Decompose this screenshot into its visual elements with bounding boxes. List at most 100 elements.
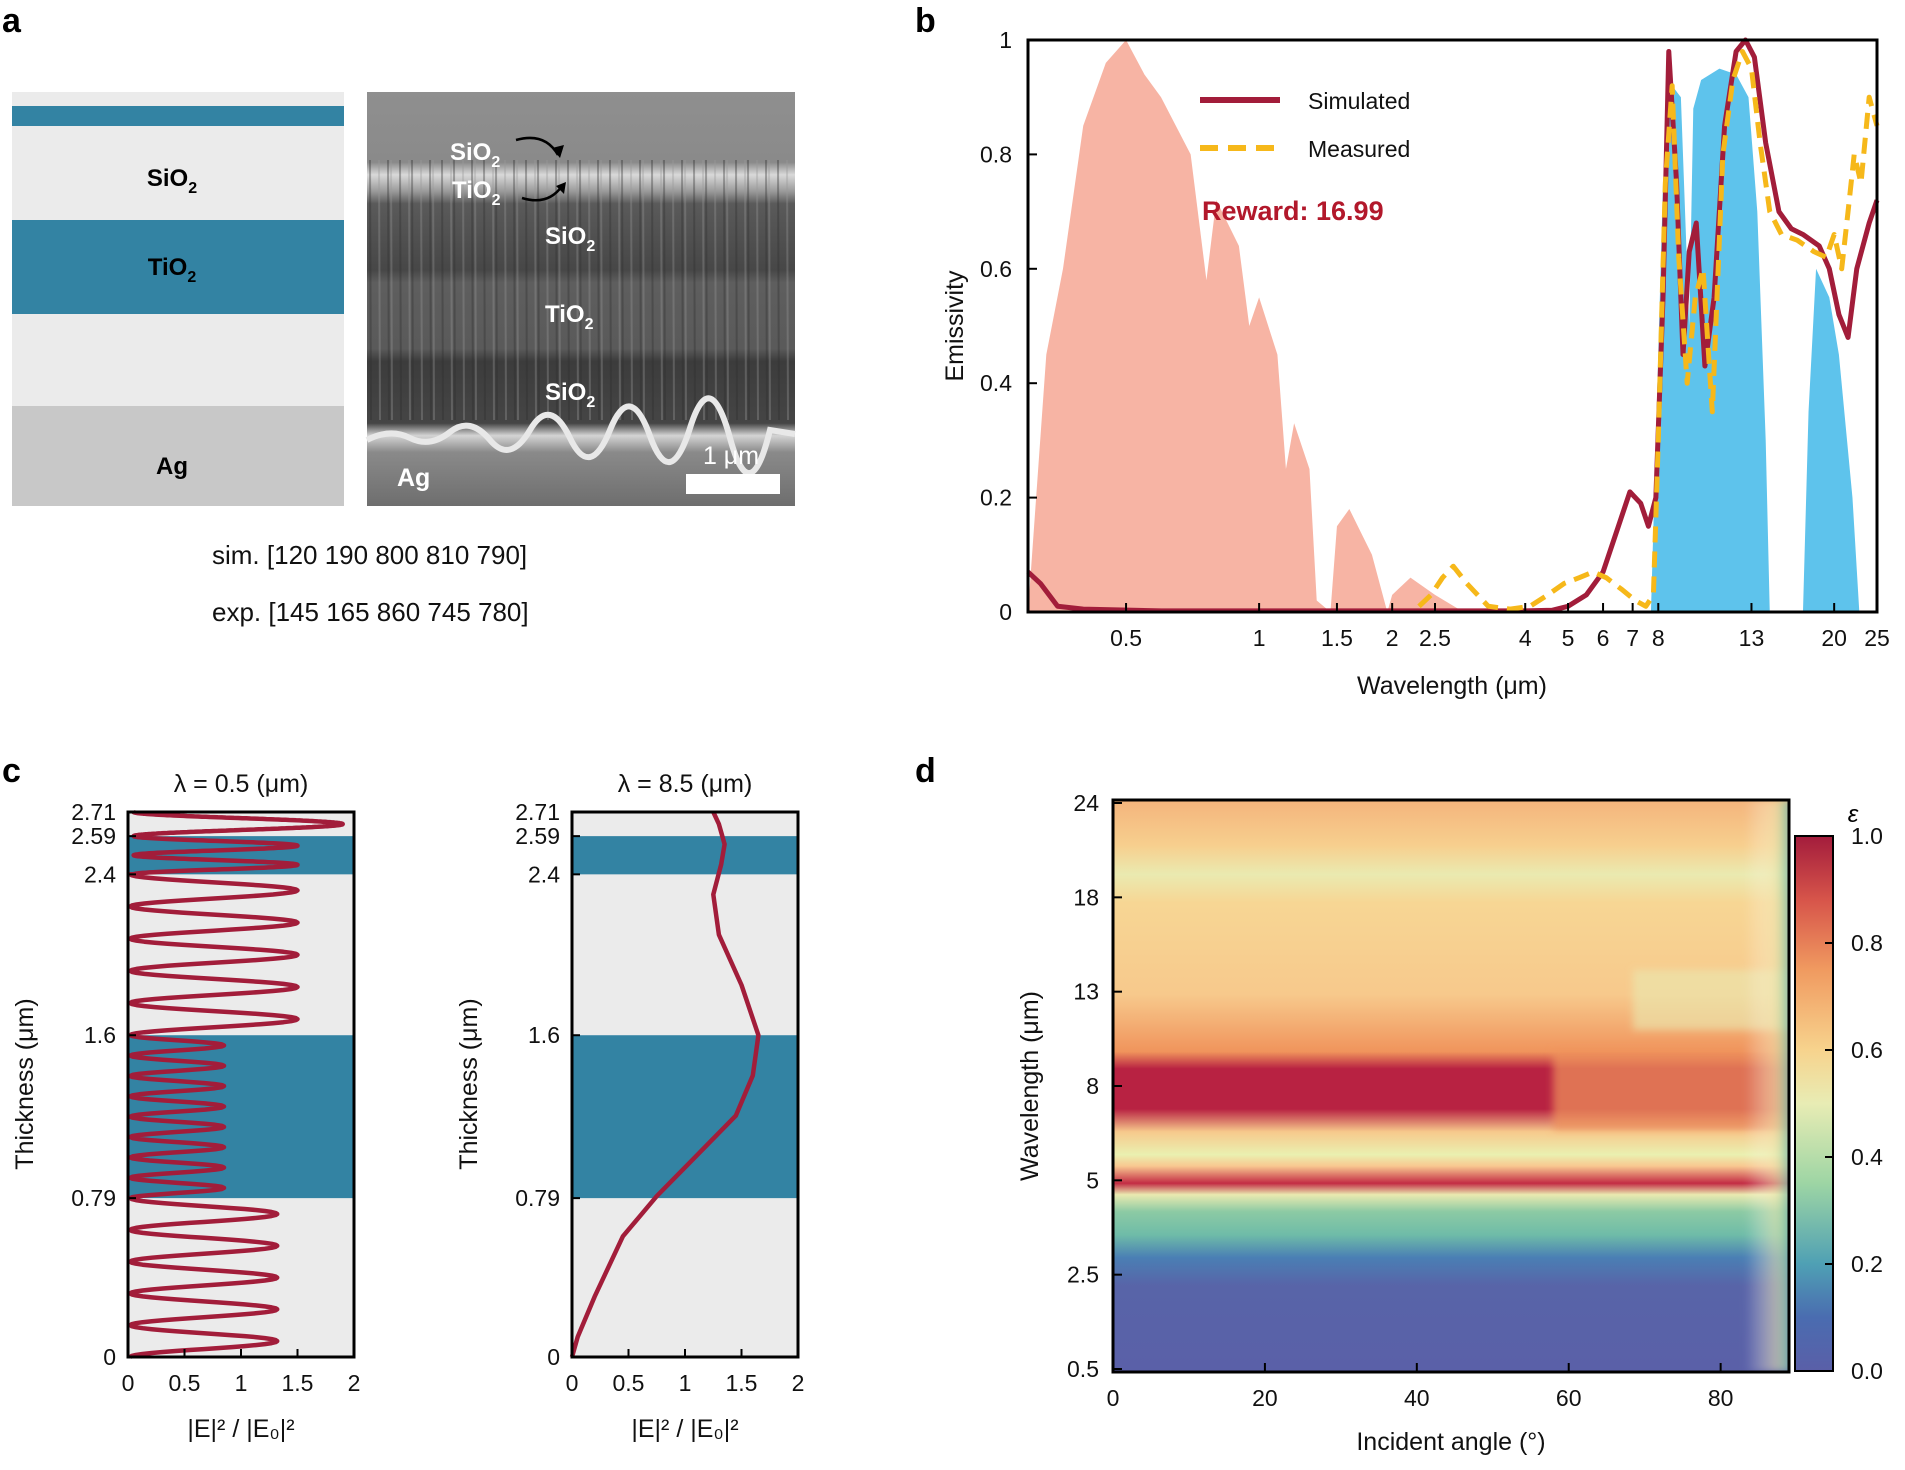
- sem-texture-streak: [495, 159, 498, 421]
- sem-texture-streak: [621, 159, 624, 421]
- sem-texture-streak: [474, 159, 477, 421]
- sem-texture-streak: [714, 159, 717, 421]
- colorbar-tick-label: 0.4: [1851, 1144, 1883, 1170]
- c-right-xtick-label: 1.5: [726, 1370, 758, 1396]
- chart-b-ylabel: Emissivity: [941, 270, 969, 382]
- c-left-ylabel: Thickness (μm): [11, 998, 39, 1169]
- sem-texture-streak: [693, 159, 696, 421]
- sem-texture-streak: [660, 159, 663, 421]
- chart-d-xtick-label: 40: [1404, 1385, 1430, 1411]
- sem-texture-streak: [756, 159, 759, 421]
- sem-texture-streak: [768, 159, 771, 421]
- legend-simulated-label: Simulated: [1308, 88, 1410, 114]
- sem-texture-streak: [534, 159, 537, 421]
- schematic-label-sio2-upper: SiO2: [147, 165, 197, 197]
- colorbar-tick-label: 0.8: [1851, 930, 1883, 956]
- chart-b-xtick-label: 2: [1386, 625, 1399, 651]
- colorbar: 0.0 0.2 0.4 0.6 0.8 1.0 ε: [1794, 801, 1883, 1384]
- chart-b-ytick-label: 0: [999, 599, 1012, 625]
- sem-texture-streak: [765, 159, 768, 421]
- sem-label-sio2-top: SiO2: [450, 139, 500, 171]
- atmospheric-window-area: [1650, 68, 1860, 613]
- field-profile-chart-left: 0 0.5 1 1.5 2 0 0.79 1.6 2.4 2.592.71 λ = 0.5 (μ…: [11, 770, 360, 1443]
- chart-d-ylabel: Wavelength (μm): [1016, 991, 1044, 1181]
- sem-texture-streak: [777, 159, 780, 421]
- chart-d-ytick-label: 5: [1086, 1167, 1099, 1193]
- sem-texture-streak: [663, 159, 666, 421]
- sem-texture-streak: [639, 159, 642, 421]
- c-left-ytick-label: 2.71: [71, 799, 116, 825]
- chart-b-ytick-label: 0.6: [980, 256, 1012, 282]
- sem-texture-streak: [684, 159, 687, 421]
- sem-scale-bar: [686, 474, 780, 494]
- chart-d-ytick-label: 18: [1073, 884, 1099, 910]
- sem-texture-streak: [609, 159, 612, 421]
- sem-texture-streak: [537, 159, 540, 421]
- chart-b-ytick-label: 1: [999, 27, 1012, 53]
- sem-texture-streak: [735, 159, 738, 421]
- chart-b-xtick-label: 8: [1652, 625, 1665, 651]
- sem-texture-streak: [525, 159, 528, 421]
- chart-b-xtick-label: 1: [1253, 625, 1266, 651]
- sem-texture-streak: [567, 159, 570, 421]
- sem-texture-streak: [441, 159, 444, 421]
- c-left-ytick-label: 0.79: [71, 1185, 116, 1211]
- chart-b-xtick-label: 13: [1739, 625, 1765, 651]
- sem-texture-streak: [387, 159, 390, 421]
- sem-texture-streak: [429, 159, 432, 421]
- sem-texture-streak: [390, 159, 393, 421]
- sem-texture-streak: [411, 159, 414, 421]
- chart-b-xtick-label: 7: [1626, 625, 1639, 651]
- c-left-xtick-label: 1: [235, 1370, 248, 1396]
- sem-texture-streak: [642, 159, 645, 421]
- sem-texture-streak: [504, 159, 507, 421]
- sem-texture-streak: [453, 159, 456, 421]
- sem-texture-streak: [702, 159, 705, 421]
- chart-b-xtick-label: 0.5: [1110, 625, 1142, 651]
- sem-texture-streak: [618, 159, 621, 421]
- angular-emissivity-heatmap: 0 20 40 60 80 0.5 2.5 5 8 13 18 24 Incident angle …: [1016, 790, 1883, 1456]
- sem-texture-streak: [723, 159, 726, 421]
- c-right-xtick-label: 2: [792, 1370, 805, 1396]
- sem-scale-bar-label: 1 μm: [703, 442, 759, 470]
- chart-d-xtick-label: 60: [1556, 1385, 1582, 1411]
- sem-texture-streak: [369, 159, 372, 421]
- chart-b-xtick-label: 1.5: [1321, 625, 1353, 651]
- c-right-ytick-label: 0: [547, 1344, 560, 1370]
- exp-thickness-text: exp. [145 165 860 745 780]: [212, 597, 529, 627]
- chart-b-ytick-label: 0.4: [980, 370, 1012, 396]
- sem-ag-interface: [365, 395, 796, 477]
- colorbar-tick-label: 0.6: [1851, 1037, 1883, 1063]
- sem-texture-streak: [558, 159, 561, 421]
- sem-label-tio2-top: TiO2: [452, 177, 501, 209]
- c-left-xtick-label: 2: [348, 1370, 361, 1396]
- sem-texture-streak: [462, 159, 465, 421]
- sem-texture-streak: [492, 159, 495, 421]
- c-right-ylabel: Thickness (μm): [455, 998, 483, 1169]
- chart-b-xlabel: Wavelength (μm): [1357, 672, 1547, 700]
- sem-texture-streak: [747, 159, 750, 421]
- sem-texture-streak: [744, 159, 747, 421]
- sem-texture-streak: [483, 159, 486, 421]
- heatmap-grazing-fade: [1673, 800, 1789, 1372]
- c-left-xtick-label: 0: [122, 1370, 135, 1396]
- c-left-ytick-label: 1.6: [84, 1022, 116, 1048]
- emissivity-chart: 0.5 1 1.5 2 2.5 4 5 6 7 8 13 20 25 0 0.2 0.4 0.6 0.8 1 Si…: [941, 27, 1890, 700]
- c-right-tio2-band-2: [572, 836, 798, 875]
- c-right-ytick-label: 0.79: [515, 1185, 560, 1211]
- sem-texture-streak: [378, 159, 381, 421]
- schematic-layer-tio2-top: [12, 106, 344, 126]
- sem-texture-streak: [420, 159, 423, 421]
- c-left-ytick-label: 2.4: [84, 861, 116, 887]
- c-right-title: λ = 8.5 (μm): [618, 770, 753, 798]
- c-right-field-intensity-curve: [569, 811, 761, 1358]
- sem-cross-section-image: SiO2 TiO2 SiO2 TiO2 SiO2 Ag 1 μm: [365, 92, 796, 506]
- sem-arrowhead-tio2: [556, 182, 566, 194]
- c-left-xtick-label: 1.5: [282, 1370, 314, 1396]
- chart-b-xtick-label: 4: [1519, 625, 1532, 651]
- panel-letter-b: b: [915, 2, 936, 40]
- chart-d-ytick-label: 13: [1073, 979, 1099, 1005]
- c-left-field-intensity-curve: [128, 809, 345, 1359]
- chart-d-ytick-label: 0.5: [1067, 1356, 1099, 1382]
